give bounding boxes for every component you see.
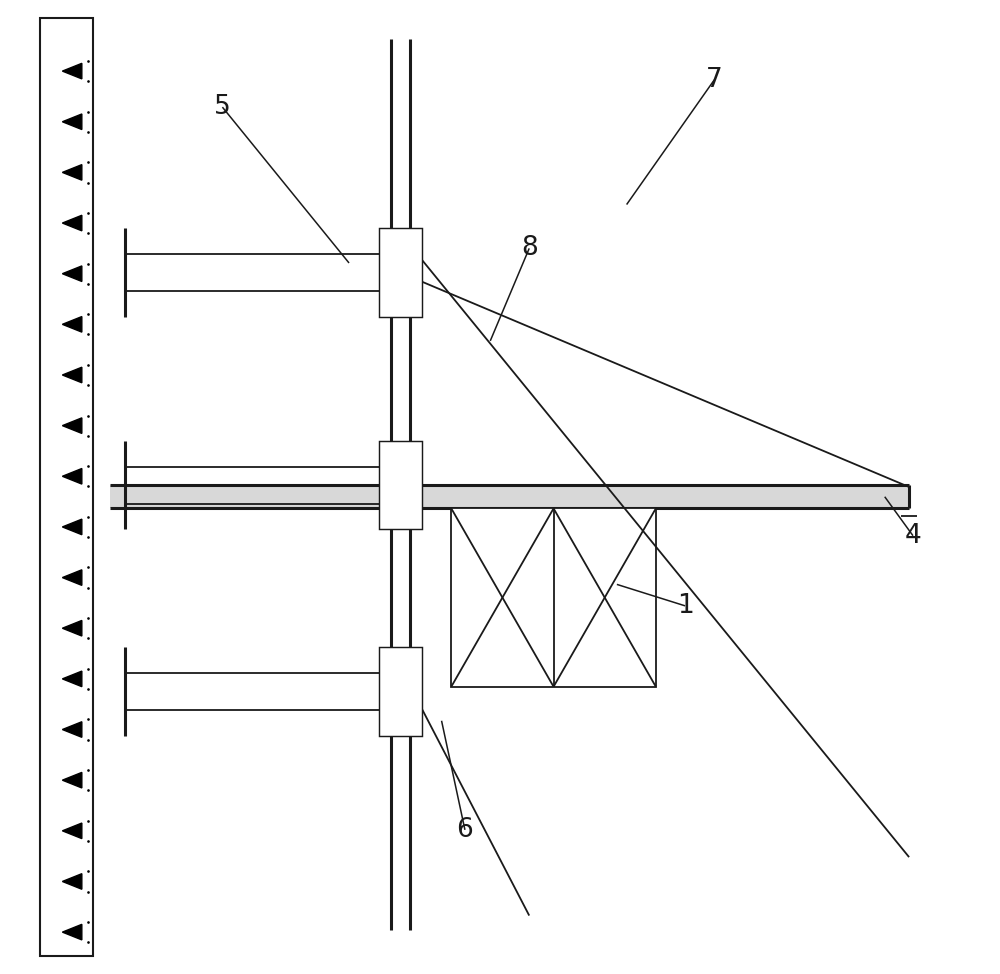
Polygon shape (62, 215, 82, 231)
Bar (110, 485, 909, 508)
Bar (40, 18, 93, 956)
Bar (379, 440, 422, 530)
Polygon shape (62, 722, 82, 737)
Polygon shape (62, 63, 82, 79)
Text: 1: 1 (677, 593, 693, 618)
Polygon shape (62, 924, 82, 940)
Polygon shape (62, 367, 82, 383)
Polygon shape (62, 266, 82, 281)
Polygon shape (62, 165, 82, 180)
Polygon shape (62, 418, 82, 433)
Polygon shape (62, 772, 82, 788)
Polygon shape (62, 317, 82, 332)
Text: 4: 4 (905, 523, 921, 548)
Polygon shape (62, 823, 82, 839)
Polygon shape (62, 671, 82, 687)
Polygon shape (62, 874, 82, 889)
Bar (451, 508, 656, 687)
Text: 6: 6 (457, 817, 473, 843)
Bar (379, 228, 422, 318)
Text: 8: 8 (521, 236, 538, 261)
Bar (379, 647, 422, 736)
Polygon shape (62, 519, 82, 535)
Polygon shape (62, 468, 82, 484)
Polygon shape (62, 114, 82, 130)
Polygon shape (62, 620, 82, 636)
Polygon shape (62, 570, 82, 585)
Text: 7: 7 (706, 67, 723, 93)
Text: 5: 5 (214, 94, 231, 120)
